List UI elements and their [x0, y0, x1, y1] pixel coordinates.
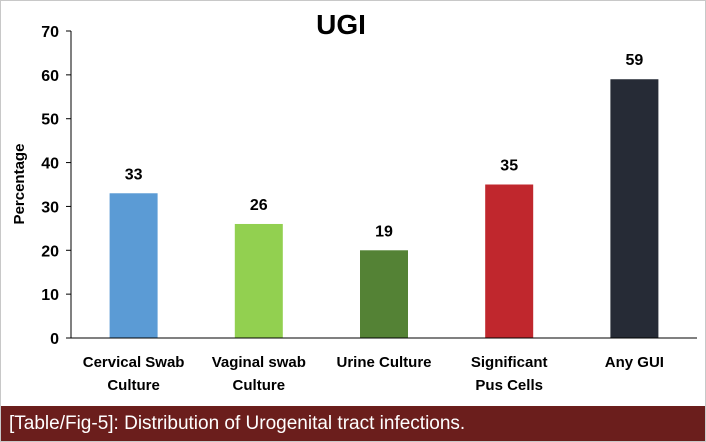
y-axis-ticks: 0 10 20 30 40 50 60 70	[41, 24, 71, 348]
category-label: Vaginal swab Culture	[212, 354, 306, 394]
y-tick-label: 60	[41, 68, 59, 85]
y-tick-label: 0	[50, 331, 59, 348]
figure-caption: [Table/Fig-5]: Distribution of Urogenita…	[1, 406, 705, 441]
category-label: Cervical Swab Culture	[83, 354, 185, 394]
y-tick-label: 70	[41, 24, 59, 41]
bar	[610, 79, 659, 338]
category-label-line: Any GUI	[605, 354, 664, 371]
category-label-line: Significant	[471, 354, 548, 371]
bar	[360, 250, 408, 338]
category-label-line: Cervical Swab	[83, 354, 185, 371]
category-label: Urine Culture	[336, 354, 431, 371]
y-tick-label: 40	[41, 156, 59, 173]
category-labels: Cervical Swab Culture Vaginal swab Culture U…	[83, 354, 664, 394]
data-label: 33	[125, 166, 143, 183]
bar	[485, 184, 534, 338]
category-label-line: Culture	[233, 377, 286, 394]
category-label-line: Vaginal swab	[212, 354, 306, 371]
y-tick-label: 50	[41, 112, 59, 129]
bars	[109, 79, 659, 338]
data-labels: 33 26 19 35 59	[125, 52, 644, 240]
bar	[109, 193, 158, 338]
chart-title: UGI	[316, 9, 366, 40]
y-axis-title: Percentage	[11, 144, 28, 225]
category-label-line: Urine Culture	[336, 354, 431, 371]
data-label: 26	[250, 197, 268, 214]
bar-chart: UGI Percentage 0 10 20 30 40 50 60 70 33 26 19 35 5…	[11, 9, 697, 394]
data-label: 19	[375, 223, 393, 240]
data-label: 35	[500, 158, 518, 175]
y-tick-label: 30	[41, 199, 59, 216]
category-label-line: Pus Cells	[475, 377, 543, 394]
category-label: Any GUI	[605, 354, 664, 371]
data-label: 59	[626, 52, 644, 69]
y-tick-label: 20	[41, 243, 59, 260]
category-label-line: Culture	[107, 377, 160, 394]
category-label: Significant Pus Cells	[471, 354, 548, 394]
bar	[234, 223, 283, 338]
y-tick-label: 10	[41, 287, 59, 304]
